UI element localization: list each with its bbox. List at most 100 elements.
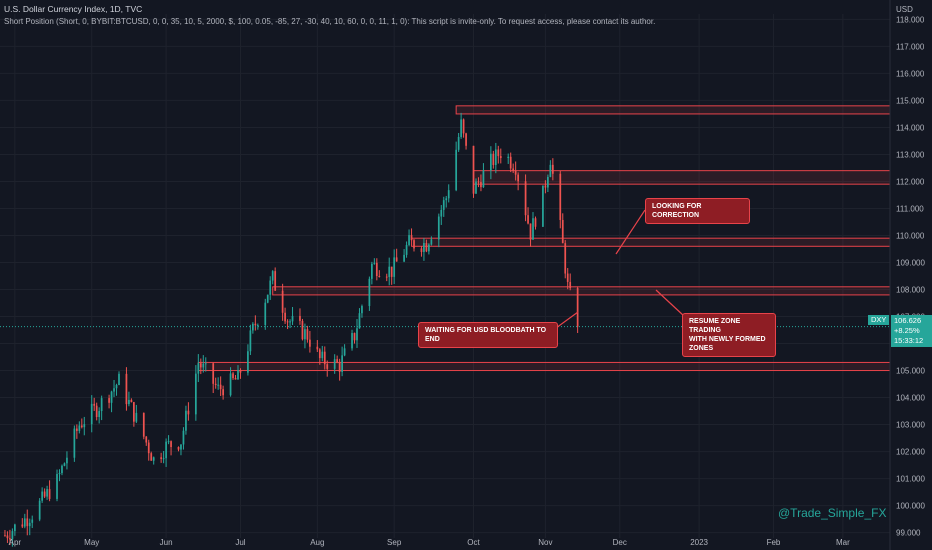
candle-body — [98, 411, 101, 418]
candle-body — [58, 473, 61, 475]
candle-body — [395, 257, 398, 262]
candle-body — [264, 302, 267, 326]
candle-body — [425, 242, 428, 252]
candle-body — [561, 219, 564, 244]
candle-body — [499, 156, 502, 158]
candle-body — [549, 164, 552, 177]
candle-body — [440, 209, 443, 217]
time-tick-label: Nov — [538, 538, 552, 547]
candle-body — [165, 441, 167, 459]
candle-body — [445, 198, 448, 201]
candle-body — [442, 200, 445, 210]
candle-body — [21, 524, 24, 527]
candle-body — [544, 185, 547, 188]
candle-body — [9, 538, 11, 540]
candle-body — [80, 425, 83, 428]
last-price-badge: 106.626 +8.25% 15:33:12 — [891, 315, 932, 347]
candle-body — [465, 133, 467, 146]
candle-body — [388, 266, 391, 278]
candle-body — [370, 263, 373, 279]
price-tick-label: 100.000 — [896, 502, 925, 511]
candle-body — [321, 351, 324, 359]
note-looking-for-correction[interactable]: LOOKING FOR CORRECTION — [645, 198, 750, 224]
candle-body — [286, 321, 289, 323]
candle-body — [291, 315, 294, 322]
candle-body — [217, 384, 220, 386]
price-tick-label: 99.000 — [896, 529, 921, 538]
candle-body — [73, 428, 76, 458]
candle-body — [326, 364, 329, 369]
price-tick-label: 105.000 — [896, 367, 925, 376]
candle-body — [393, 257, 396, 277]
candle-body — [428, 244, 430, 252]
candle-body — [187, 410, 190, 415]
price-tick-label: 102.000 — [896, 448, 925, 457]
candle-body — [95, 405, 98, 418]
zone-rect — [455, 105, 891, 115]
candle-body — [333, 359, 336, 369]
candle-body — [100, 398, 103, 412]
time-tick-label: Feb — [767, 538, 781, 547]
annotation-arrows — [0, 209, 890, 329]
candle-body — [194, 373, 197, 415]
candle-body — [180, 444, 182, 450]
candle-body — [356, 328, 358, 341]
candle-body — [239, 369, 242, 373]
candle-body — [274, 271, 277, 291]
candle-body — [385, 276, 388, 278]
time-axis: Apr May Jun Jul Aug Sep Oct Nov Dec 2023 Feb Mar — [9, 538, 850, 547]
candle-body — [403, 254, 405, 262]
candle-body — [512, 168, 515, 171]
arrow-resume — [655, 289, 685, 317]
candle-body — [133, 402, 135, 422]
candle-body — [237, 369, 239, 380]
price-tick-label: 112.000 — [896, 177, 925, 186]
candle-body — [185, 410, 187, 431]
candle-body — [75, 428, 78, 431]
candle-body — [420, 248, 423, 252]
candle-body — [234, 377, 237, 380]
candle-body — [115, 384, 118, 389]
time-tick-label: Mar — [836, 538, 850, 547]
candle-body — [497, 149, 500, 157]
candle-body — [66, 457, 68, 464]
candle-body — [204, 363, 207, 365]
candle-body — [142, 412, 145, 437]
price-tick-label: 115.000 — [896, 96, 925, 105]
candle-body — [517, 174, 520, 182]
candle-body — [212, 363, 215, 384]
note-resume-zone-trading[interactable]: RESUME ZONE TRADING WITH NEWLY FORMED ZO… — [682, 313, 776, 357]
candle-body — [304, 329, 306, 340]
candle-body — [93, 403, 96, 406]
candle-body — [41, 491, 44, 501]
candle-body — [197, 363, 200, 374]
note-waiting-usd-bloodbath[interactable]: WAITING FOR USD BLOODBATH TO END — [418, 322, 558, 348]
candle-body — [128, 399, 130, 405]
time-tick-label: Jul — [235, 538, 245, 547]
candle-body — [289, 321, 291, 323]
candle-body — [507, 156, 510, 158]
price-tick-label: 109.000 — [896, 258, 925, 267]
time-tick-label: 2023 — [690, 538, 708, 547]
candle-body — [108, 398, 110, 403]
candle-body — [125, 373, 128, 405]
candle-body — [341, 355, 343, 372]
zone-rect — [473, 170, 891, 185]
candle-body — [249, 330, 252, 352]
candle-body — [254, 323, 257, 326]
candle-body — [43, 491, 46, 497]
price-tick-label: 117.000 — [896, 42, 925, 51]
price-tick-label: 116.000 — [896, 69, 925, 78]
candle-body — [323, 351, 326, 365]
bar-countdown: 15:33:12 — [894, 336, 924, 345]
candle-body — [31, 519, 34, 523]
candle-body — [271, 271, 274, 281]
candle-body — [177, 447, 180, 450]
candle-body — [135, 412, 138, 422]
time-tick-label: May — [84, 538, 99, 547]
candle-body — [338, 362, 341, 372]
indicator-legend: Short Position (Short, 0, BYBIT:BTCUSD, … — [4, 17, 656, 26]
candle-body — [455, 149, 458, 191]
candle-body — [368, 278, 371, 307]
